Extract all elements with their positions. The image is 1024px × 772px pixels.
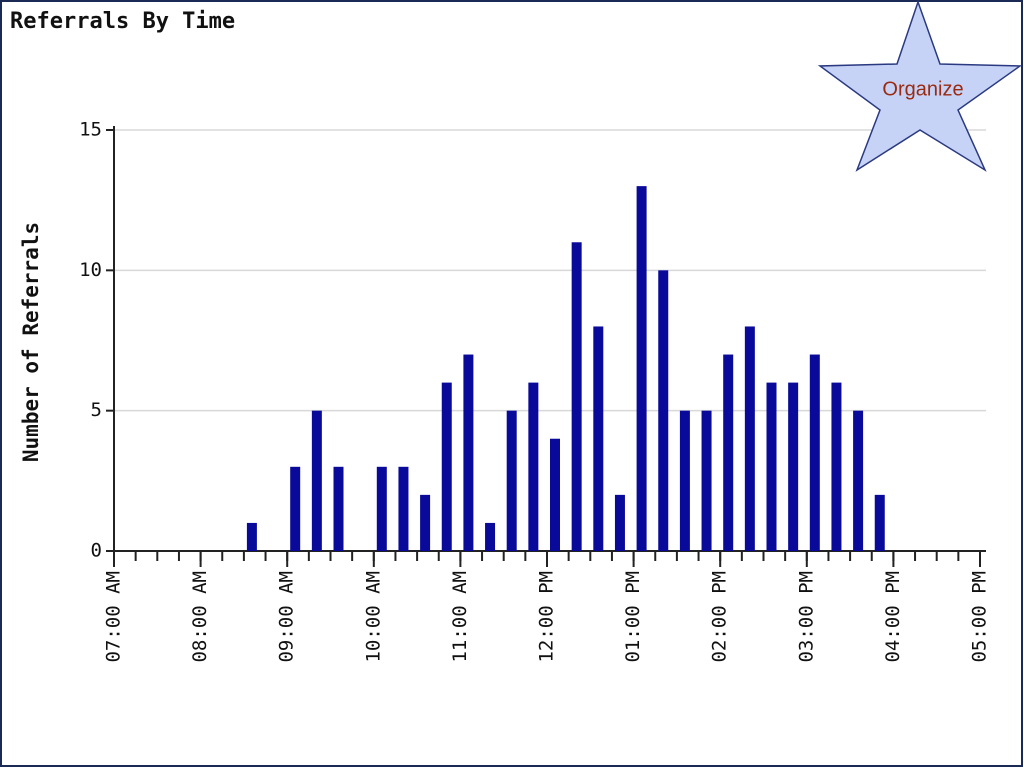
x-tick-label: 07:00 AM	[103, 571, 125, 663]
bar	[441, 382, 452, 551]
bar	[658, 270, 669, 551]
bar	[679, 410, 690, 551]
x-tick-label: 08:00 AM	[189, 571, 211, 663]
bar	[376, 466, 387, 551]
star-shape	[817, 0, 1023, 172]
x-tick-label: 10:00 AM	[362, 571, 384, 663]
bar	[506, 410, 517, 551]
bar	[550, 438, 560, 551]
bar	[528, 382, 539, 551]
bar	[874, 494, 885, 551]
chart-title: Referrals By Time	[10, 9, 235, 34]
bar	[788, 382, 799, 551]
x-tick-label: 04:00 PM	[882, 571, 904, 663]
x-tick-label: 02:00 PM	[709, 571, 731, 663]
y-axis-label: Number of Referrals	[19, 222, 43, 462]
y-tick-label: 0	[91, 540, 102, 562]
bar	[311, 410, 322, 551]
bar	[420, 494, 431, 551]
x-tick-label: 12:00 PM	[536, 571, 558, 663]
y-tick-label: 10	[79, 259, 102, 281]
bar	[744, 326, 755, 551]
bar	[853, 410, 864, 551]
bar	[485, 522, 496, 551]
plot-area: 0 5 10 15 07:00 AM 08:00 AM 09:00 AM 10:00 AM 11…	[79, 119, 990, 663]
bar	[766, 382, 777, 551]
bar	[333, 466, 344, 551]
bar	[636, 186, 647, 551]
bar	[398, 466, 409, 551]
y-tick-label: 5	[91, 399, 102, 421]
bar	[593, 326, 604, 551]
bar	[246, 522, 257, 551]
bar	[701, 410, 712, 551]
x-tick-label: 01:00 PM	[622, 571, 644, 663]
bar	[463, 354, 474, 551]
bar	[809, 354, 820, 551]
x-tick-label: 05:00 PM	[969, 571, 991, 663]
bar	[831, 382, 842, 551]
bar	[614, 494, 625, 551]
x-tick-label: 09:00 AM	[276, 571, 298, 663]
bar	[723, 354, 734, 551]
x-tick-label: 11:00 AM	[449, 571, 471, 663]
x-tick-label: 03:00 PM	[795, 571, 817, 663]
bar	[571, 242, 582, 551]
y-tick-label: 15	[79, 119, 102, 141]
annotation: Organize	[882, 78, 963, 100]
bar	[290, 466, 301, 551]
